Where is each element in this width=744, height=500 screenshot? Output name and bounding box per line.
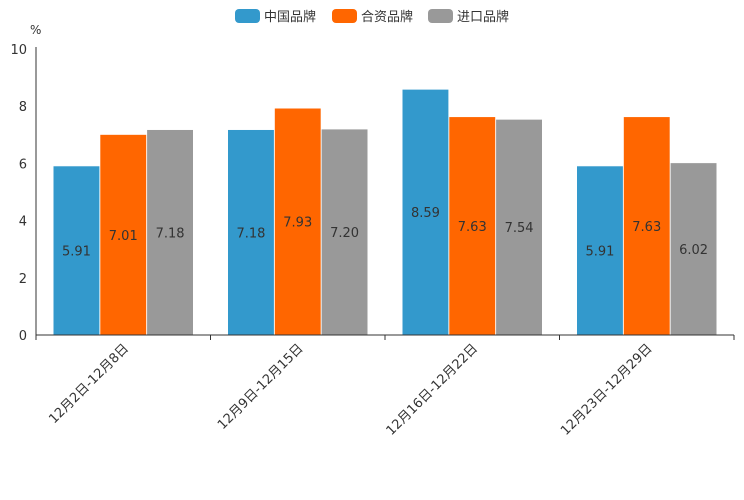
data-label-4-3: 6.02	[679, 243, 708, 258]
y-tick-label-6: 6	[19, 157, 27, 172]
y-tick-label-0: 0	[19, 329, 27, 344]
data-label-4-1: 5.91	[585, 244, 614, 259]
data-label-2-2: 7.93	[283, 216, 312, 231]
bar-2-3	[320, 128, 369, 336]
data-label-1-2: 7.01	[109, 229, 138, 244]
legend: 中国品牌 合资品牌 进口品牌	[235, 9, 509, 25]
y-tick-label-10: 10	[10, 43, 27, 58]
bar-1-2	[99, 134, 147, 336]
data-label-3-3: 7.54	[505, 221, 534, 236]
bar-4-2	[623, 116, 671, 336]
legend-swatch-3	[428, 9, 453, 23]
data-label-1-1: 5.91	[62, 244, 91, 259]
data-label-4-2: 7.63	[632, 220, 661, 235]
bar-4-1	[576, 165, 624, 336]
legend-label-2: 合资品牌	[361, 9, 413, 25]
x-tick-label-1: 12月2日-12月8日	[46, 341, 132, 427]
x-axis: 12月2日-12月8日 12月9日-12月15日 12月16日-12月22日 12月2…	[35, 334, 735, 439]
bar-3-3	[495, 119, 543, 336]
y-tick-label-2: 2	[19, 272, 27, 287]
legend-label-1: 中国品牌	[264, 9, 316, 25]
data-label-3-1: 8.59	[411, 206, 440, 221]
y-axis-unit-label: %	[30, 23, 41, 37]
data-label-2-3: 7.20	[330, 226, 359, 241]
bar-4-3	[669, 162, 718, 336]
data-label-1-3: 7.18	[156, 226, 185, 241]
x-tick-label-4: 12月23日-12月29日	[558, 341, 655, 438]
legend-label-3: 进口品牌	[457, 9, 509, 25]
data-label-3-2: 7.63	[458, 220, 487, 235]
bars-group: 5.91 7.01 7.18 7.18 7.93 7.20 8.59 7.63 7.54 5.91…	[52, 89, 718, 336]
legend-swatch-1	[235, 9, 260, 23]
legend-swatch-2	[332, 9, 357, 23]
y-axis: 0 2 4 6 8 10	[10, 43, 37, 344]
bar-3-2	[448, 116, 496, 336]
x-tick-label-3: 12月16日-12月22日	[384, 341, 481, 438]
data-label-2-1: 7.18	[236, 226, 265, 241]
y-tick-label-8: 8	[19, 100, 27, 115]
x-tick-label-2: 12月9日-12月15日	[215, 341, 307, 433]
y-tick-label-4: 4	[19, 215, 27, 230]
